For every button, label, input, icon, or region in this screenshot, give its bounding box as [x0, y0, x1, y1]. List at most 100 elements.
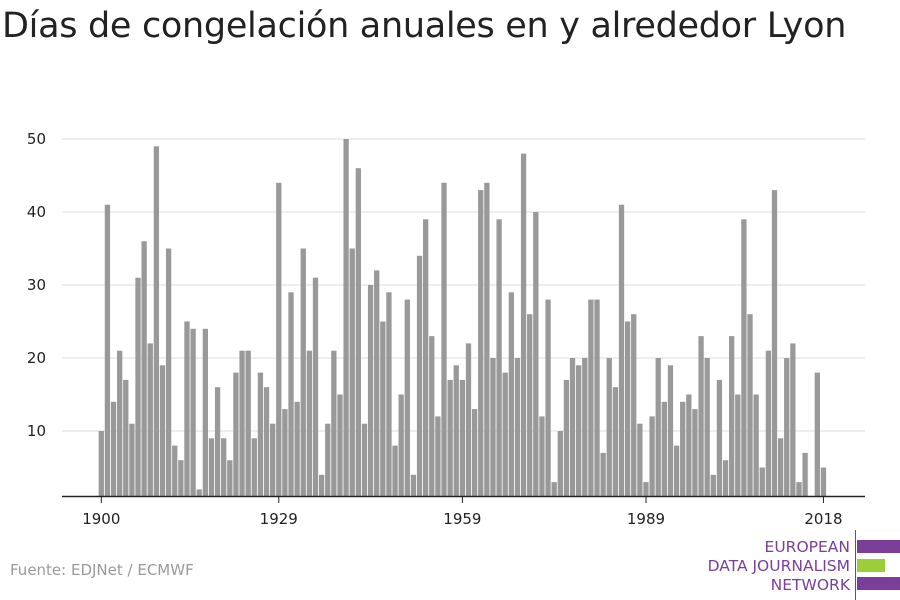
bar-1907: [141, 241, 147, 496]
bar-1978: [576, 365, 582, 496]
bar-1935: [312, 277, 319, 496]
logo-line-3: NETWORK: [770, 576, 850, 594]
y-tick-label: 30: [27, 276, 46, 294]
bar-1971: [533, 212, 539, 496]
bar-1944: [367, 285, 374, 496]
bar-1908: [147, 343, 153, 496]
bar-1929: [276, 182, 282, 497]
bar-1980: [588, 299, 594, 496]
bar-2018: [820, 467, 827, 496]
bar-1995: [680, 401, 686, 496]
bar-1993: [667, 365, 674, 496]
bar-1901: [104, 204, 111, 496]
logo-bar-purple-bottom: [857, 577, 900, 590]
x-tick-label: 1989: [627, 510, 665, 528]
bar-1975: [557, 431, 563, 496]
edjnet-logo: EUROPEAN DATA JOURNALISM NETWORK: [700, 530, 900, 600]
bar-1947: [386, 292, 392, 496]
bar-1981: [594, 299, 600, 496]
y-tick-label: 20: [27, 349, 46, 367]
bar-1915: [190, 328, 196, 496]
bar-1916: [196, 489, 202, 496]
bar-1904: [123, 379, 129, 496]
bar-1939: [337, 394, 343, 496]
bar-2010: [771, 190, 778, 496]
bar-2009: [765, 350, 772, 496]
bar-1923: [239, 350, 245, 496]
bar-1949: [398, 394, 404, 496]
bar-1965: [496, 219, 502, 497]
bar-1964: [490, 358, 496, 496]
bar-2004: [735, 394, 741, 496]
bar-1928: [270, 423, 276, 496]
bar-1973: [545, 299, 551, 496]
bar-1955: [435, 416, 441, 496]
bar-1924: [245, 350, 251, 496]
bar-1991: [655, 358, 661, 496]
bar-1986: [624, 321, 631, 496]
bar-1976: [563, 379, 570, 496]
bar-1967: [508, 292, 514, 496]
bar-2006: [747, 314, 753, 496]
bar-1906: [135, 277, 141, 496]
bar-1994: [673, 445, 680, 496]
bar-1960: [465, 343, 472, 496]
x-tick-label: 2018: [804, 510, 842, 528]
bar-1932: [294, 401, 300, 496]
bar-1909: [153, 146, 160, 497]
bar-1997: [692, 409, 698, 496]
bar-1905: [129, 423, 135, 496]
bar-1933: [300, 248, 306, 496]
bar-1963: [484, 182, 490, 497]
bar-1977: [569, 358, 576, 496]
bar-1910: [159, 365, 166, 496]
bar-2013: [790, 343, 796, 496]
bar-1992: [661, 401, 667, 496]
bar-2003: [729, 336, 735, 496]
bar-1956: [441, 182, 447, 497]
bar-1941: [349, 248, 355, 496]
bar-1983: [606, 358, 612, 496]
bar-2015: [802, 452, 808, 496]
bar-1937: [325, 423, 331, 496]
bar-1946: [380, 321, 386, 496]
bar-1957: [447, 379, 453, 496]
bar-1974: [551, 482, 557, 496]
bar-1945: [374, 270, 380, 496]
bar-1954: [429, 336, 435, 496]
bar-1979: [582, 358, 588, 496]
bar-1930: [282, 409, 288, 496]
bar-1990: [649, 416, 655, 496]
bar-1989: [643, 482, 649, 496]
bar-1943: [361, 423, 368, 496]
chart-title: Días de congelación anuales en y alreded…: [2, 6, 847, 46]
x-tick-label: 1900: [82, 510, 120, 528]
x-tick-label: 1929: [260, 510, 298, 528]
bar-1917: [202, 328, 208, 496]
bar-1931: [288, 292, 294, 496]
bar-1936: [318, 474, 325, 496]
bar-2007: [753, 394, 759, 496]
bar-1913: [178, 460, 184, 496]
bar-1927: [263, 387, 270, 496]
bar-1958: [453, 365, 459, 496]
bar-2000: [710, 474, 716, 496]
y-tick-label: 10: [27, 422, 46, 440]
bar-2017: [814, 372, 820, 496]
bar-1959: [459, 379, 466, 496]
logo-bar-green: [857, 559, 885, 572]
logo-line-1: EUROPEAN: [764, 538, 850, 556]
bar-2008: [759, 467, 765, 496]
bar-1914: [184, 321, 190, 496]
y-tick-label: 50: [27, 130, 46, 148]
bar-1972: [539, 416, 545, 496]
bar-1921: [227, 460, 233, 496]
bar-1984: [612, 387, 619, 496]
bar-1925: [251, 438, 257, 496]
bar-1998: [698, 336, 704, 496]
bar-1950: [404, 299, 410, 496]
x-axis: 1900 1929 1959 1989 2018: [62, 495, 865, 528]
bar-1911: [165, 248, 172, 496]
bar-1952: [416, 255, 423, 496]
